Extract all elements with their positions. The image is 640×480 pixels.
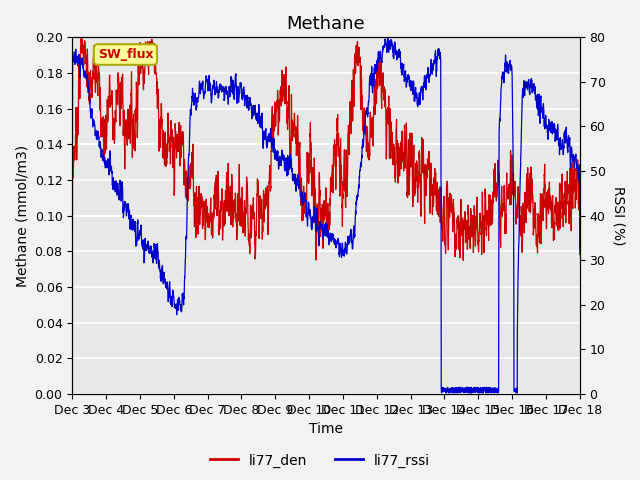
Text: SW_flux: SW_flux (98, 48, 154, 61)
Y-axis label: Methane (mmol/m3): Methane (mmol/m3) (15, 144, 29, 287)
X-axis label: Time: Time (309, 422, 343, 436)
Title: Methane: Methane (287, 15, 365, 33)
Y-axis label: RSSI (%): RSSI (%) (611, 186, 625, 245)
Legend: li77_den, li77_rssi: li77_den, li77_rssi (204, 448, 436, 473)
